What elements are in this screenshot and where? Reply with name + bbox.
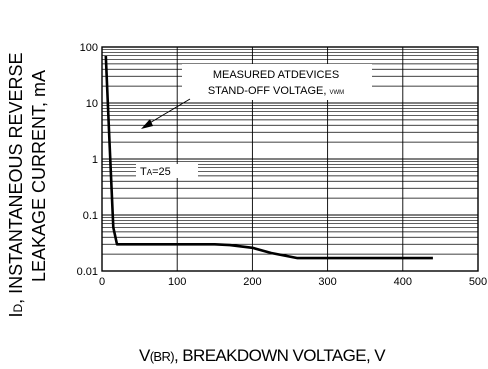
annotation-vwm-arrow-line [147, 98, 191, 125]
x-tick-label: 400 [394, 276, 412, 288]
annotation-vwm-subscript: VWM [329, 90, 344, 96]
leakage-current-curve [104, 55, 433, 260]
annotation-vwm: MEASURED ATDEVICES STAND-OFF VOLTAGE, VW… [141, 64, 372, 129]
ticks: 0 100 200 300 400 500 0.01 0.1 1 10 100 [77, 42, 488, 288]
y-tick-label: 0.01 [77, 266, 98, 278]
x-tick-label: 0 [99, 276, 105, 288]
annotation-vwm-background [182, 64, 372, 100]
x-axis-title: V(BR), BREAKDOWN VOLTAGE, V [139, 346, 386, 365]
annotation-ta-subscript: A [147, 168, 153, 177]
y-axis-title-line2: LEAKAGE CURRENT, mA [29, 70, 49, 282]
annotation-vwm-line2: STAND-OFF VOLTAGE, VWM [208, 85, 344, 97]
annotation-vwm-line1: MEASURED ATDEVICES [213, 69, 339, 81]
annotation-vwm-line2-text: STAND-OFF VOLTAGE, [208, 85, 330, 97]
annotation-vwm-arrow-head [141, 119, 153, 129]
annotation-ta-background [136, 164, 198, 178]
plot-frame [101, 46, 479, 272]
annotation-ta-value: =25 [152, 166, 171, 178]
y-tick-label: 0.1 [83, 210, 98, 222]
annotation-ta-t: T [140, 166, 147, 178]
y-axis-title-subscript: D [11, 304, 25, 313]
y-axis-title-symbol: I [6, 313, 26, 318]
y-tick-label: 1 [92, 154, 98, 166]
y-axis-title-text: , INSTANTANEOUS REVERSE [6, 52, 26, 303]
y-tick-label: 10 [86, 98, 98, 110]
x-tick-label: 200 [243, 276, 261, 288]
y-axis-title-line1: ID, INSTANTANEOUS REVERSE [6, 52, 26, 317]
x-tick-label: 500 [469, 276, 487, 288]
x-axis-title-subscript: (BR) [150, 349, 175, 364]
x-axis-title-text: , BREAKDOWN VOLTAGE, V [174, 346, 386, 365]
x-axis-title-symbol: V [139, 346, 151, 365]
annotation-ta: TA=25 [136, 164, 198, 178]
annotation-ta-label: TA=25 [140, 166, 171, 178]
y-tick-label: 100 [80, 42, 98, 54]
x-tick-label: 300 [318, 276, 336, 288]
x-tick-label: 100 [168, 276, 186, 288]
series-layer [104, 55, 433, 260]
